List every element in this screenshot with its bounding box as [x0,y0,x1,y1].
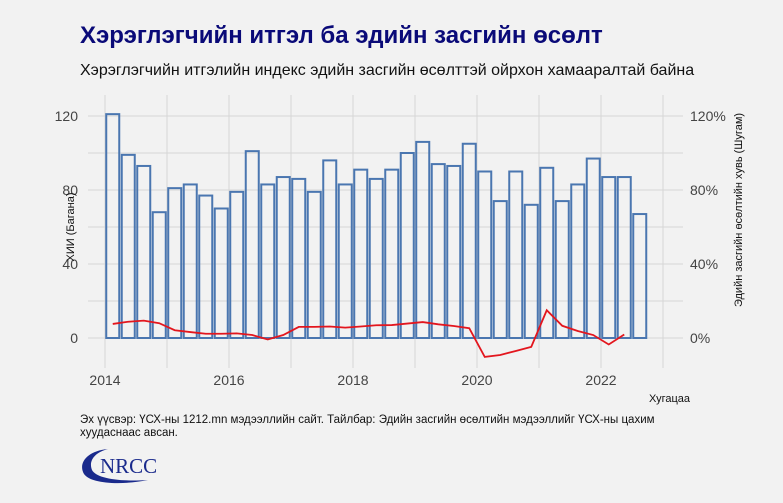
bar [616,176,632,339]
y-left-tick-label: 40 [62,256,78,272]
bar [461,142,477,339]
bar [151,211,167,339]
bar [229,190,245,339]
bar [167,187,183,339]
gdp-growth-line [112,308,625,358]
bar [585,157,601,339]
x-axis-label: Хугацаа [649,393,691,405]
bar [368,177,384,339]
bar [120,153,136,339]
bar [415,140,431,339]
nrcc-logo: NRCC [78,446,168,491]
y-right-tick-label: 80% [690,182,718,198]
bar [306,190,322,339]
bar [213,207,229,339]
x-tick-label: 2022 [585,372,616,388]
bar [337,183,353,339]
bar [508,170,524,339]
bar [322,159,338,339]
bar [291,177,307,339]
bar [275,176,291,339]
y-axis-left-label: ХИИ (Багана) [65,193,77,262]
bar [446,164,462,339]
y-left-tick-label: 120 [55,108,79,124]
bar [244,150,260,339]
y-right-tick-label: 40% [690,256,718,272]
bar [601,176,617,339]
y-right-tick-label: 0% [690,330,710,346]
bar [136,164,152,339]
bar [260,183,276,339]
bar [539,166,555,339]
bar [570,183,586,339]
bar [477,170,493,339]
bar [523,203,539,339]
x-tick-label: 2020 [461,372,492,388]
bar [430,163,446,339]
x-tick-label: 2016 [213,372,244,388]
bar [399,152,415,339]
bar [198,194,214,339]
chart-title: Хэрэглэгчийн итгэл ба эдийн засгийн өсөл… [80,22,603,49]
y-right-tick-label: 120% [690,108,726,124]
svg-text:NRCC: NRCC [100,454,157,478]
bar [353,168,369,339]
bar [105,113,121,340]
bar [492,200,508,339]
x-tick-label: 2018 [337,372,368,388]
source-note: Эх үүсвэр: ҮСХ-ны 1212.mn мэдээллийн сай… [80,414,655,439]
chart-subtitle: Хэрэглэгчийн итгэлийн индекс эдийн засги… [80,62,695,79]
bar [554,200,570,339]
y-left-tick-label: 80 [62,182,78,198]
bar [182,183,198,339]
y-axis-right-label: Эдийн засгийн өсөлтийн хувь (Шугам) [733,113,745,307]
x-tick-label: 2014 [89,372,120,388]
bar [384,168,400,339]
y-left-tick-label: 0 [70,330,78,346]
bar [632,213,648,339]
